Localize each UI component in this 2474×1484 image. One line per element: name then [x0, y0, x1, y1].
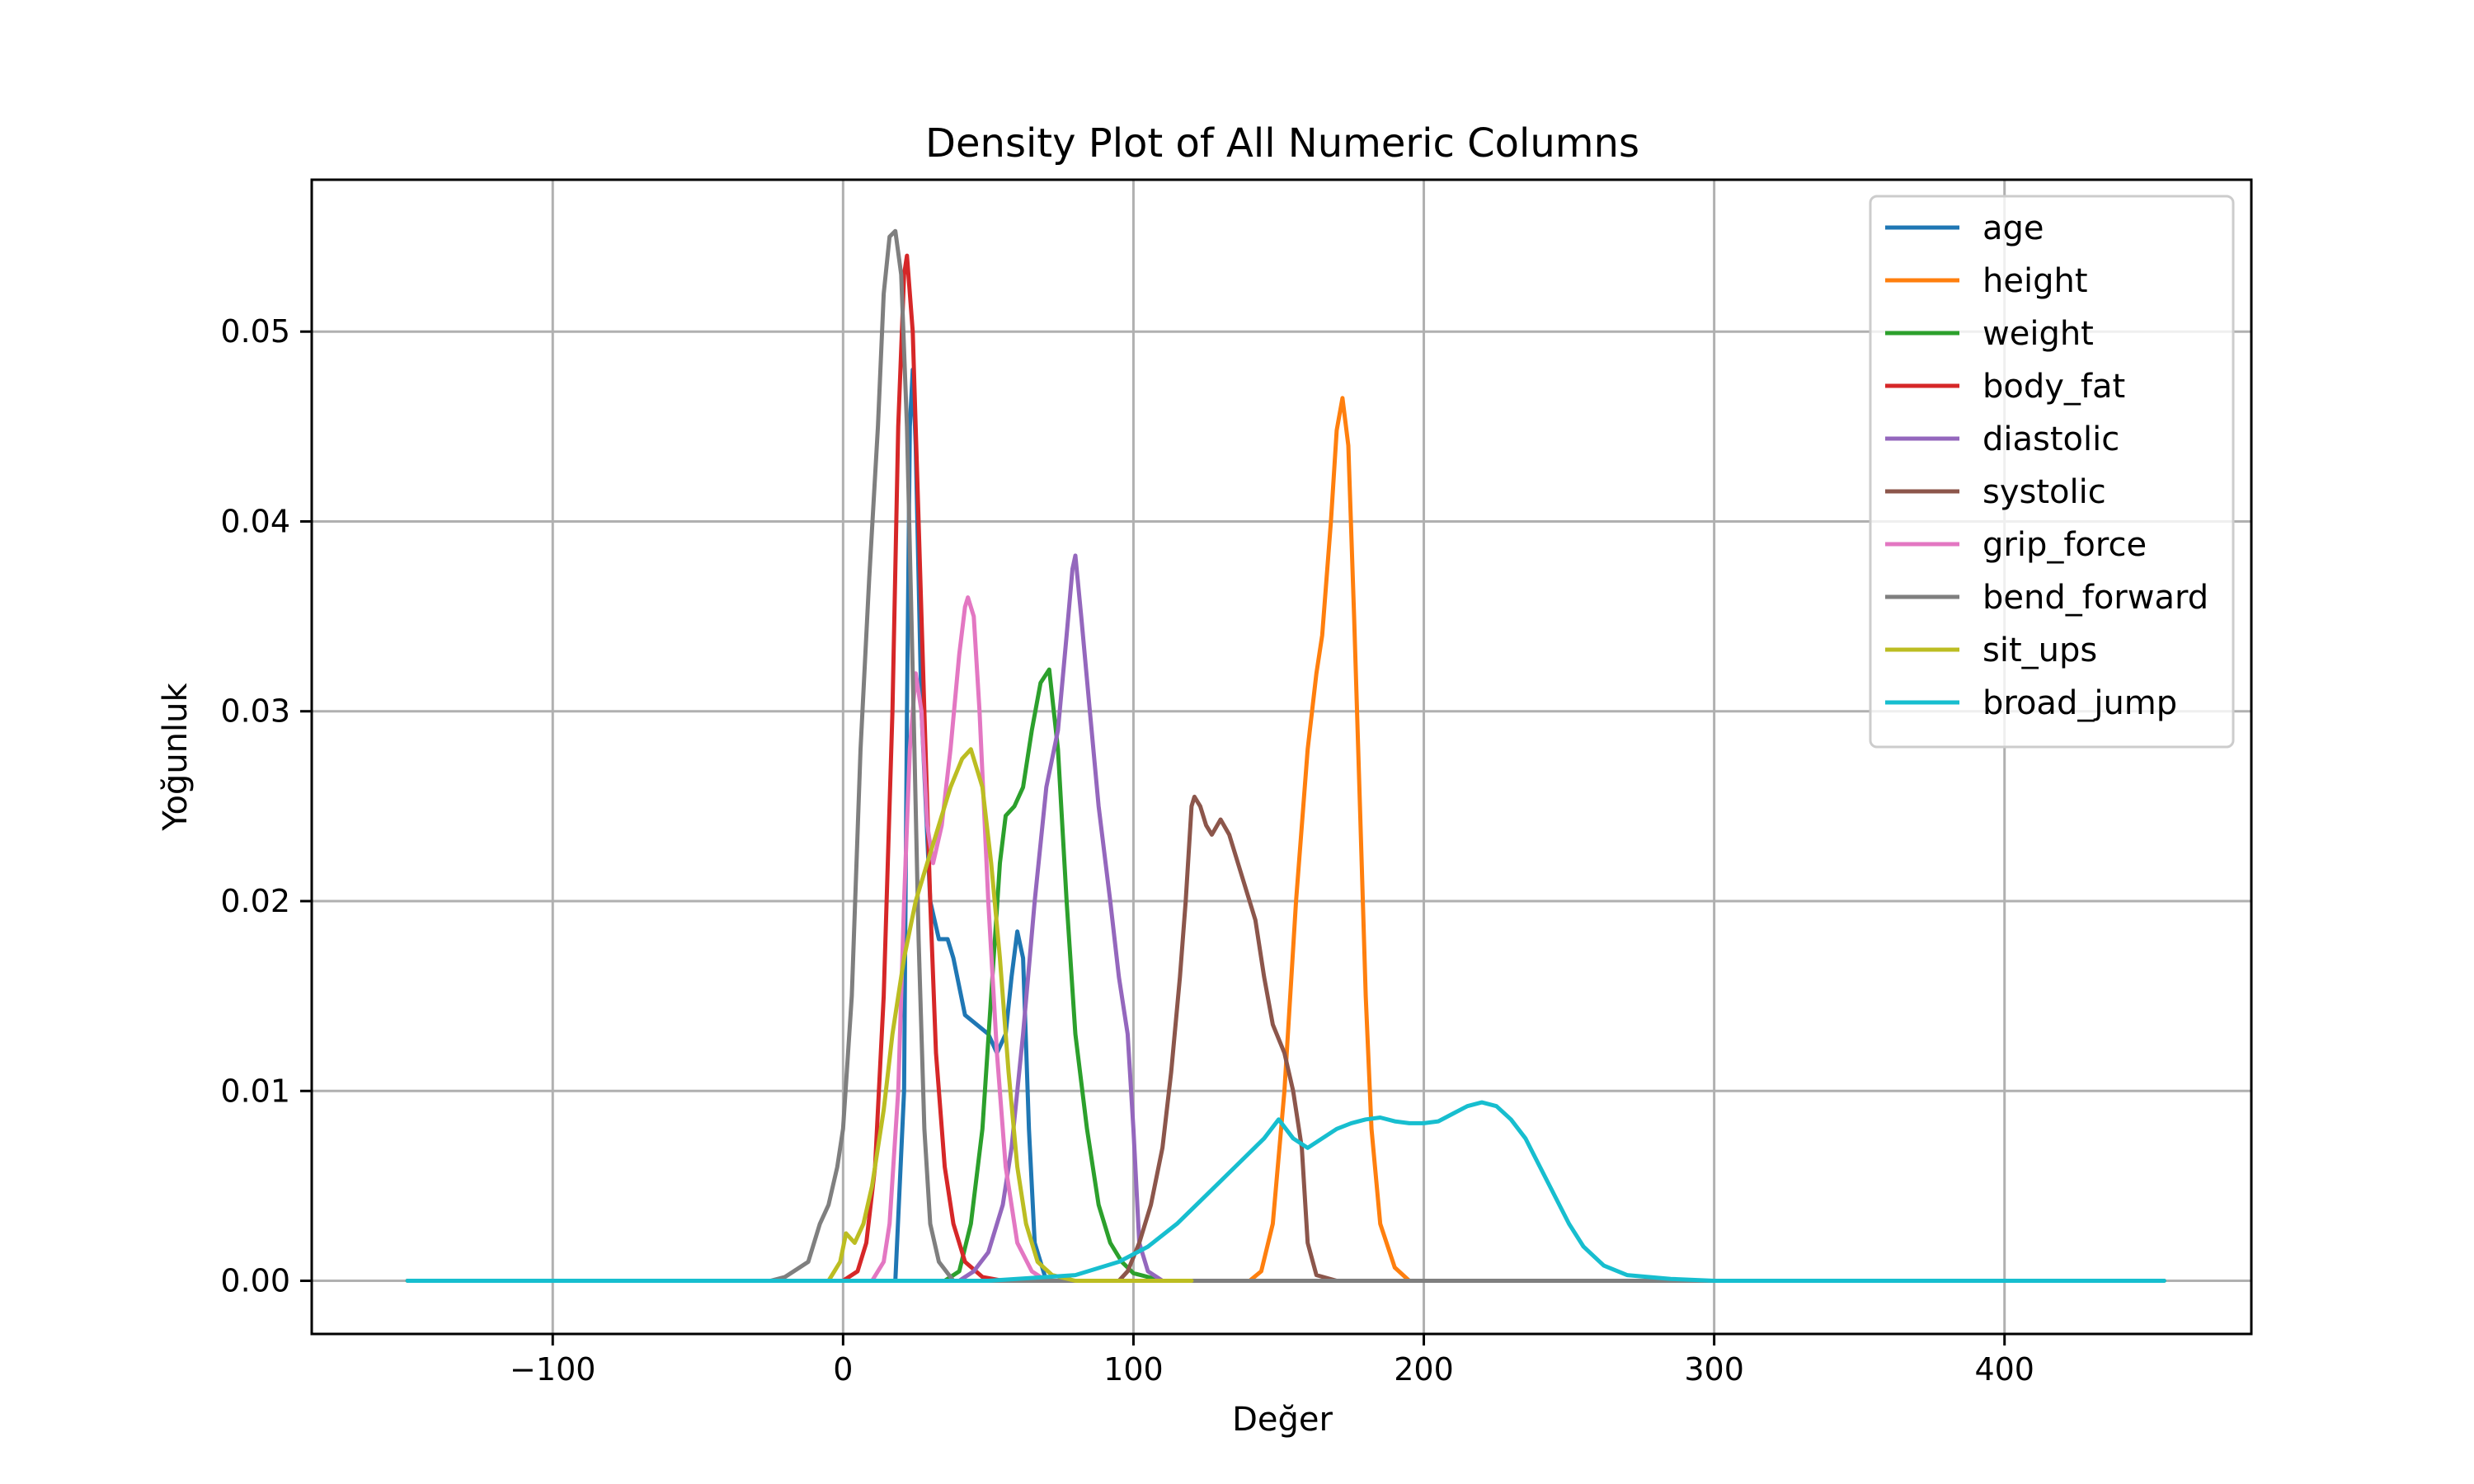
- x-axis-ticks: −100 0 100 200 300 400: [510, 1334, 2034, 1388]
- legend-label: grip_force: [1982, 526, 2147, 564]
- plot-frame: [310, 178, 2253, 1336]
- y-tick-label: 0.04: [220, 503, 290, 539]
- x-tick-label: 100: [1103, 1351, 1164, 1388]
- legend-label: body_fat: [1982, 368, 2125, 406]
- series-line-diastolic: [405, 553, 1368, 1283]
- x-tick-label: 400: [1974, 1351, 2034, 1388]
- series-line-height: [405, 396, 2166, 1283]
- x-tick-label: 0: [833, 1351, 853, 1388]
- y-tick-label: 0.03: [220, 693, 290, 730]
- legend-label: diastolic: [1982, 420, 2119, 458]
- y-axis-label: Yoğunluk: [157, 683, 195, 832]
- y-tick-label: 0.05: [220, 313, 290, 350]
- series-line-grip-force: [405, 595, 1194, 1283]
- y-tick-label: 0.00: [220, 1263, 290, 1299]
- series-line-bend-forward: [405, 228, 1717, 1283]
- x-axis-label: Değer: [1232, 1401, 1333, 1439]
- legend-label: bend_forward: [1982, 579, 2208, 617]
- y-tick-label: 0.02: [220, 883, 290, 919]
- y-tick-label: 0.01: [220, 1073, 290, 1109]
- legend-label: systolic: [1982, 473, 2106, 511]
- legend-label: weight: [1982, 315, 2094, 353]
- legend: age height weight body_fat diastolic systolic…: [1869, 195, 2235, 749]
- chart-title: Density Plot of All Numeric Columns: [925, 120, 1639, 167]
- x-tick-label: −100: [510, 1351, 595, 1388]
- series-lines: [405, 228, 2166, 1283]
- series-line-body-fat: [405, 253, 1194, 1283]
- legend-box: [1869, 195, 2235, 749]
- series-line-age: [405, 367, 1194, 1283]
- legend-label: height: [1982, 262, 2088, 300]
- x-tick-label: 200: [1394, 1351, 1454, 1388]
- legend-label: broad_jump: [1982, 684, 2177, 722]
- series-line-broad-jump: [405, 1100, 2166, 1283]
- y-axis-ticks: 0.00 0.01 0.02 0.03 0.04 0.05: [220, 313, 312, 1299]
- series-line-weight: [405, 667, 1368, 1283]
- series-line-systolic: [405, 794, 1426, 1283]
- x-tick-label: 300: [1684, 1351, 1744, 1388]
- legend-label: sit_ups: [1982, 632, 2097, 669]
- series-line-sit-ups: [405, 747, 1194, 1283]
- legend-label: age: [1982, 209, 2044, 247]
